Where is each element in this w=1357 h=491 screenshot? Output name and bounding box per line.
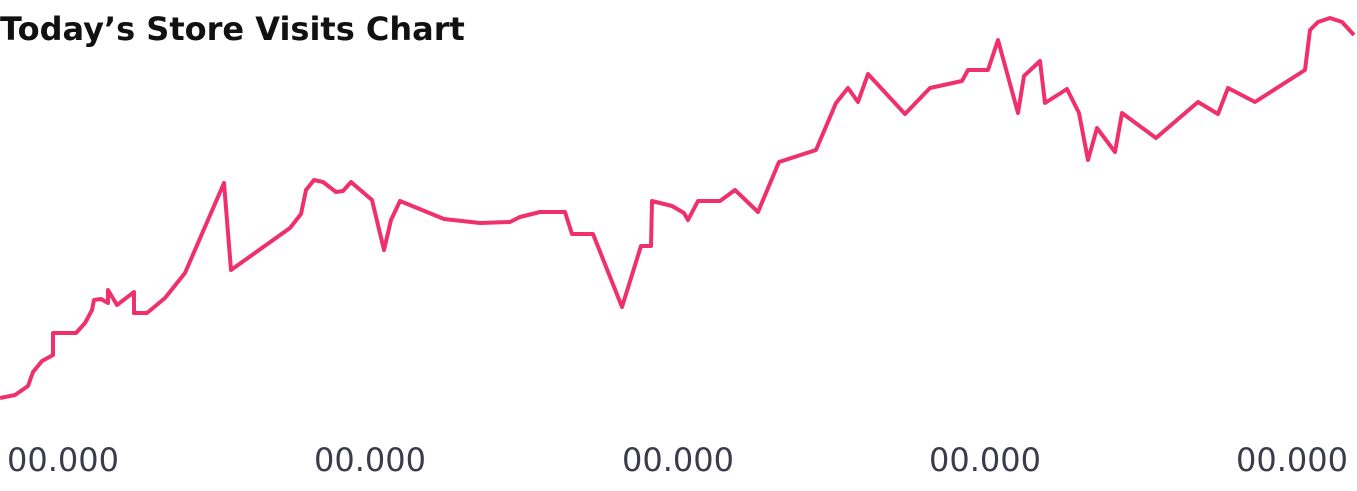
chart-title: Today’s Store Visits Chart: [0, 10, 465, 48]
line: [0, 16, 1356, 400]
x-tick-label: 00.000: [7, 441, 119, 479]
x-tick-label: 00.000: [314, 441, 426, 479]
x-tick-label: 00.000: [622, 441, 734, 479]
x-tick-label: 00.000: [929, 441, 1041, 479]
x-tick-label: 00.000: [1236, 441, 1348, 479]
